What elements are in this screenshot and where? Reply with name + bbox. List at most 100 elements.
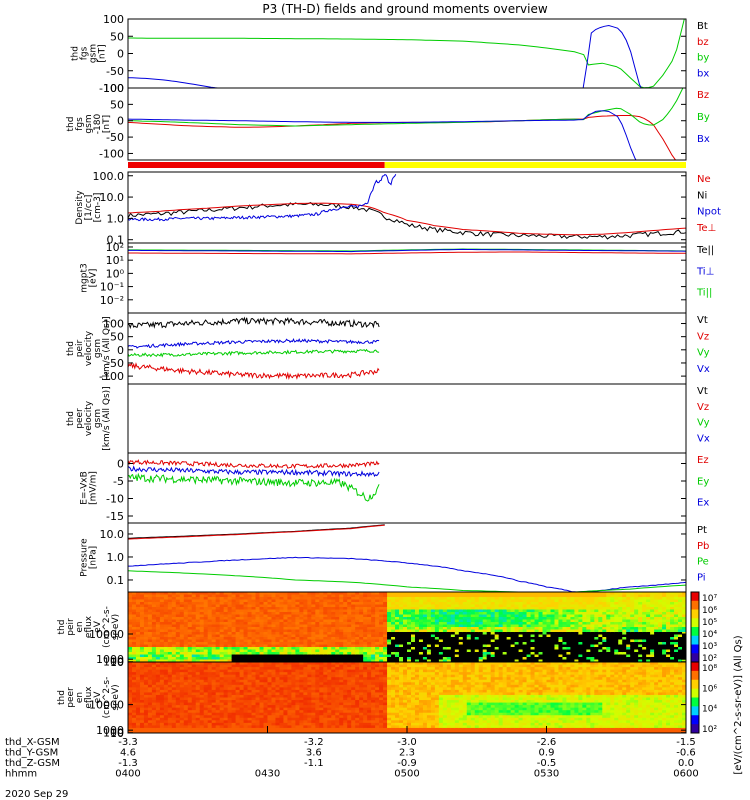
heatmap-cell <box>311 649 316 653</box>
heatmap-cell <box>650 627 655 630</box>
heatmap-cell <box>430 599 436 603</box>
heatmap-cell <box>287 652 292 655</box>
heatmap-cell <box>131 682 137 686</box>
heatmap-cell <box>558 649 563 653</box>
heatmap-cell <box>391 619 396 623</box>
heatmap-cell <box>403 604 408 608</box>
heatmap-cell <box>219 647 225 650</box>
heatmap-cell <box>586 599 591 603</box>
heatmap-cell <box>594 654 599 658</box>
heatmap-cell <box>171 642 177 645</box>
heatmap-cell <box>538 627 544 630</box>
heatmap-cell <box>187 684 193 688</box>
heatmap-cell <box>171 662 177 666</box>
heatmap-cell <box>163 639 169 643</box>
heatmap-cell <box>155 607 161 610</box>
heatmap-cell <box>243 612 249 615</box>
heatmap-cell <box>458 629 464 633</box>
heatmap-cell <box>319 659 324 663</box>
heatmap-cell <box>363 637 368 640</box>
heatmap-cell <box>323 634 328 638</box>
heatmap-cell <box>147 617 153 620</box>
heatmap-cell <box>598 607 603 610</box>
heatmap-cell <box>179 727 185 731</box>
heatmap-cell <box>542 609 547 613</box>
heatmap-cell <box>239 674 245 678</box>
heatmap-cell <box>235 674 241 678</box>
heatmap-cell <box>199 627 205 630</box>
heatmap-cell <box>430 614 436 618</box>
heatmap-cell <box>530 642 536 645</box>
heatmap-cell <box>506 604 512 608</box>
heatmap-cell <box>195 730 201 734</box>
heatmap-cell <box>530 594 536 598</box>
heatmap-cell <box>223 642 229 645</box>
heatmap-cell <box>227 697 233 701</box>
heatmap-cell <box>155 637 161 640</box>
heatmap-cell <box>426 599 432 603</box>
heatmap-cell <box>610 629 615 633</box>
heatmap-cell <box>430 652 436 655</box>
heatmap-cell <box>446 619 452 623</box>
heatmap-cell <box>482 599 488 603</box>
heatmap-cell <box>335 634 340 638</box>
heatmap-cell <box>466 639 472 643</box>
heatmap-cell <box>582 649 587 653</box>
heatmap-cell <box>379 612 384 615</box>
heatmap-cell <box>498 612 504 615</box>
heatmap-cell <box>626 632 631 635</box>
heatmap-cell <box>235 639 241 643</box>
heatmap-cell <box>363 617 368 620</box>
heatmap-cell <box>602 592 607 595</box>
heatmap-cell <box>367 597 372 600</box>
heatmap-cell <box>191 654 197 658</box>
heatmap-cell <box>387 614 392 618</box>
heatmap-cell <box>486 659 492 663</box>
heatmap-cell <box>339 594 344 598</box>
heatmap-cell <box>407 614 412 618</box>
heatmap-cell <box>498 659 504 663</box>
heatmap-cell <box>534 647 540 650</box>
legend-Ex: Ex <box>697 498 709 509</box>
heatmap-cell <box>163 649 169 653</box>
heatmap-cell <box>191 642 197 645</box>
heatmap-cell <box>434 617 440 620</box>
heatmap-cell <box>175 594 181 598</box>
heatmap-cell <box>570 659 575 663</box>
heatmap-cell <box>131 664 137 668</box>
heatmap-cell <box>135 654 141 658</box>
heatmap-cell <box>570 637 575 640</box>
heatmap-cell <box>279 617 284 620</box>
heatmap-cell <box>207 659 213 663</box>
heatmap-cell <box>355 614 360 618</box>
heatmap-cell <box>622 637 627 640</box>
heatmap-cell <box>323 624 328 628</box>
heatmap-cell <box>267 599 272 603</box>
heatmap-cell <box>387 597 392 600</box>
series-group <box>128 459 380 502</box>
panel-frame <box>127 522 687 593</box>
heatmap-cell <box>227 634 233 638</box>
heatmap-cell <box>582 609 587 613</box>
heatmap-cell <box>219 674 225 678</box>
heatmap-cell <box>235 725 241 729</box>
heatmap-cell <box>594 617 599 620</box>
heatmap-cell <box>239 647 245 650</box>
heatmap-cell <box>442 599 448 603</box>
ylabel-line: thd <box>66 117 76 132</box>
heatmap-cell <box>131 629 137 633</box>
heatmap-cell <box>283 629 288 633</box>
heatmap-cell <box>215 669 221 673</box>
heatmap-cell <box>211 705 217 709</box>
heatmap-cell <box>151 710 157 714</box>
heatmap-cell <box>163 644 169 648</box>
heatmap-cell <box>674 607 679 610</box>
heatmap-cell <box>355 629 360 633</box>
heatmap-cell <box>187 720 193 724</box>
heatmap-cell <box>391 637 396 640</box>
heatmap-cell <box>147 682 153 686</box>
heatmap-cell <box>566 644 571 648</box>
heatmap-cell <box>271 642 276 645</box>
heatmap-cell <box>191 602 197 605</box>
heatmap-cell <box>267 639 272 643</box>
